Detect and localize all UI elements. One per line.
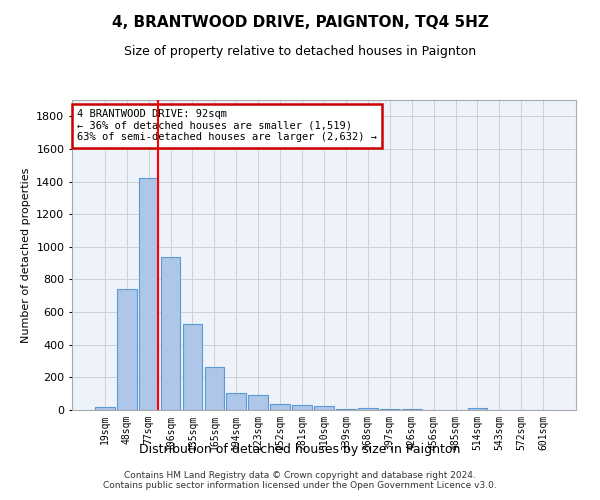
Text: Distribution of detached houses by size in Paignton: Distribution of detached houses by size … [139,442,461,456]
Bar [226,393,246,410]
Text: Contains HM Land Registry data © Crown copyright and database right 2024.
Contai: Contains HM Land Registry data © Crown c… [103,470,497,490]
Bar [336,409,356,410]
Bar [205,367,224,410]
Bar [248,394,268,410]
Text: 4 BRANTWOOD DRIVE: 92sqm
← 36% of detached houses are smaller (1,519)
63% of sem: 4 BRANTWOOD DRIVE: 92sqm ← 36% of detach… [77,110,377,142]
Bar [139,178,158,410]
Bar [161,258,181,410]
Bar [380,409,400,410]
Text: 4, BRANTWOOD DRIVE, PAIGNTON, TQ4 5HZ: 4, BRANTWOOD DRIVE, PAIGNTON, TQ4 5HZ [112,15,488,30]
Bar [117,290,137,410]
Bar [95,406,115,410]
Bar [402,409,422,410]
Bar [270,404,290,410]
Bar [358,408,378,410]
Bar [182,324,202,410]
Bar [292,406,312,410]
Text: Size of property relative to detached houses in Paignton: Size of property relative to detached ho… [124,45,476,58]
Bar [314,406,334,410]
Y-axis label: Number of detached properties: Number of detached properties [20,168,31,342]
Bar [467,408,487,410]
